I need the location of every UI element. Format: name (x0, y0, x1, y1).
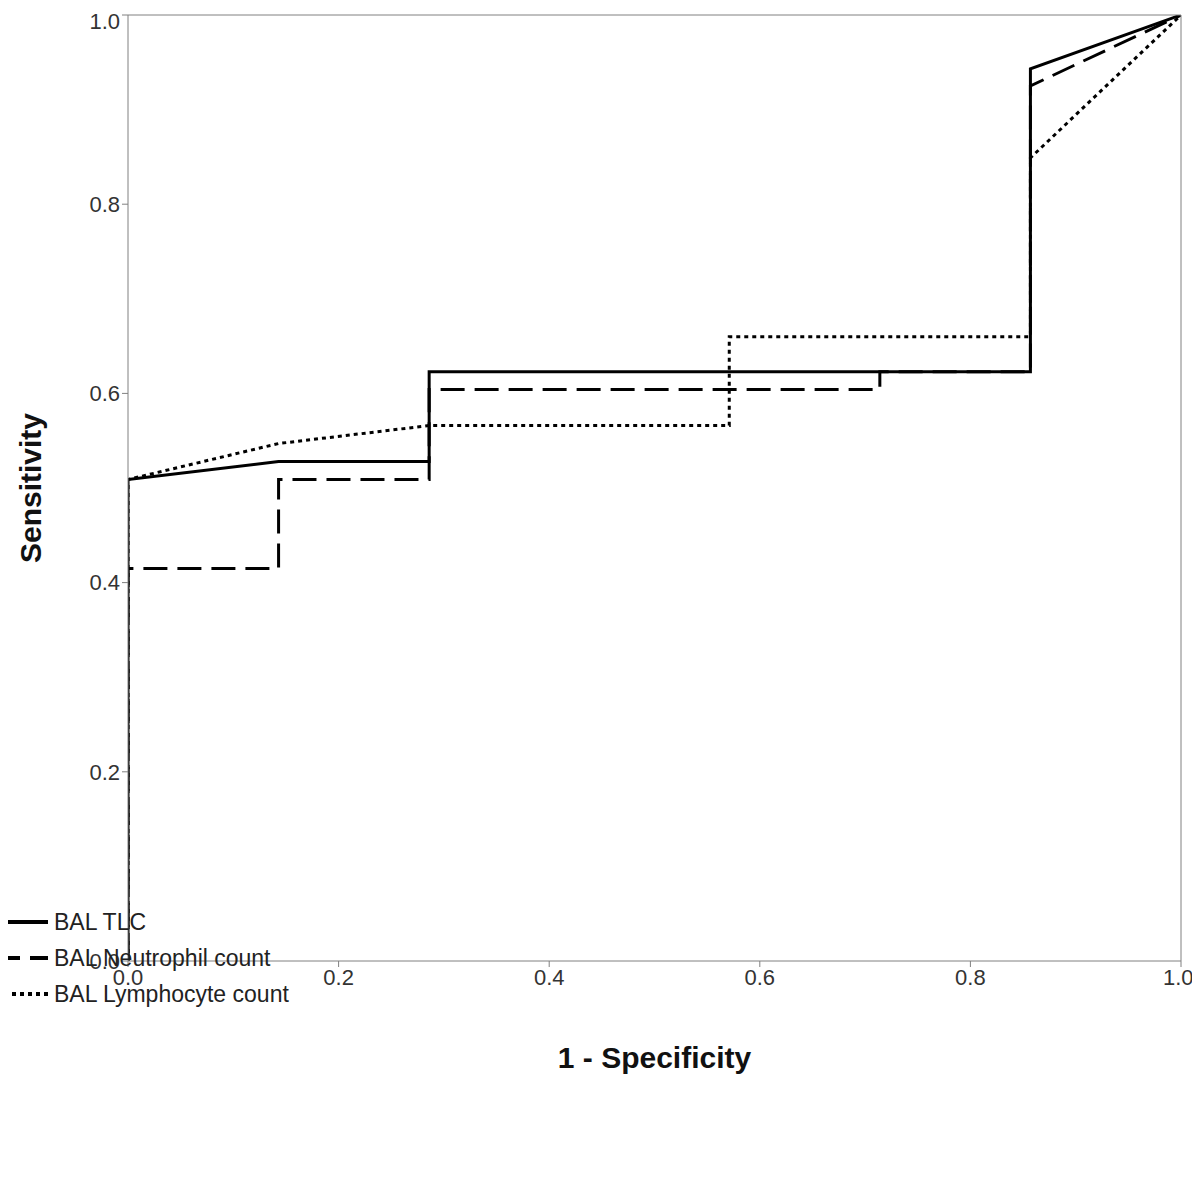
svg-text:0.4: 0.4 (534, 965, 565, 990)
svg-text:0.0: 0.0 (113, 965, 144, 990)
svg-text:0.4: 0.4 (89, 570, 120, 595)
svg-text:Sensitivity: Sensitivity (14, 413, 47, 563)
svg-text:1.0: 1.0 (89, 9, 120, 34)
svg-text:0.2: 0.2 (89, 760, 120, 785)
svg-text:0.8: 0.8 (89, 192, 120, 217)
svg-text:0.8: 0.8 (955, 965, 986, 990)
svg-text:1.0: 1.0 (1163, 965, 1192, 990)
svg-text:1 - Specificity: 1 - Specificity (558, 1041, 752, 1074)
svg-text:0.2: 0.2 (323, 965, 354, 990)
svg-text:0.6: 0.6 (745, 965, 776, 990)
svg-text:0.6: 0.6 (89, 381, 120, 406)
svg-text:0.0: 0.0 (89, 949, 120, 974)
